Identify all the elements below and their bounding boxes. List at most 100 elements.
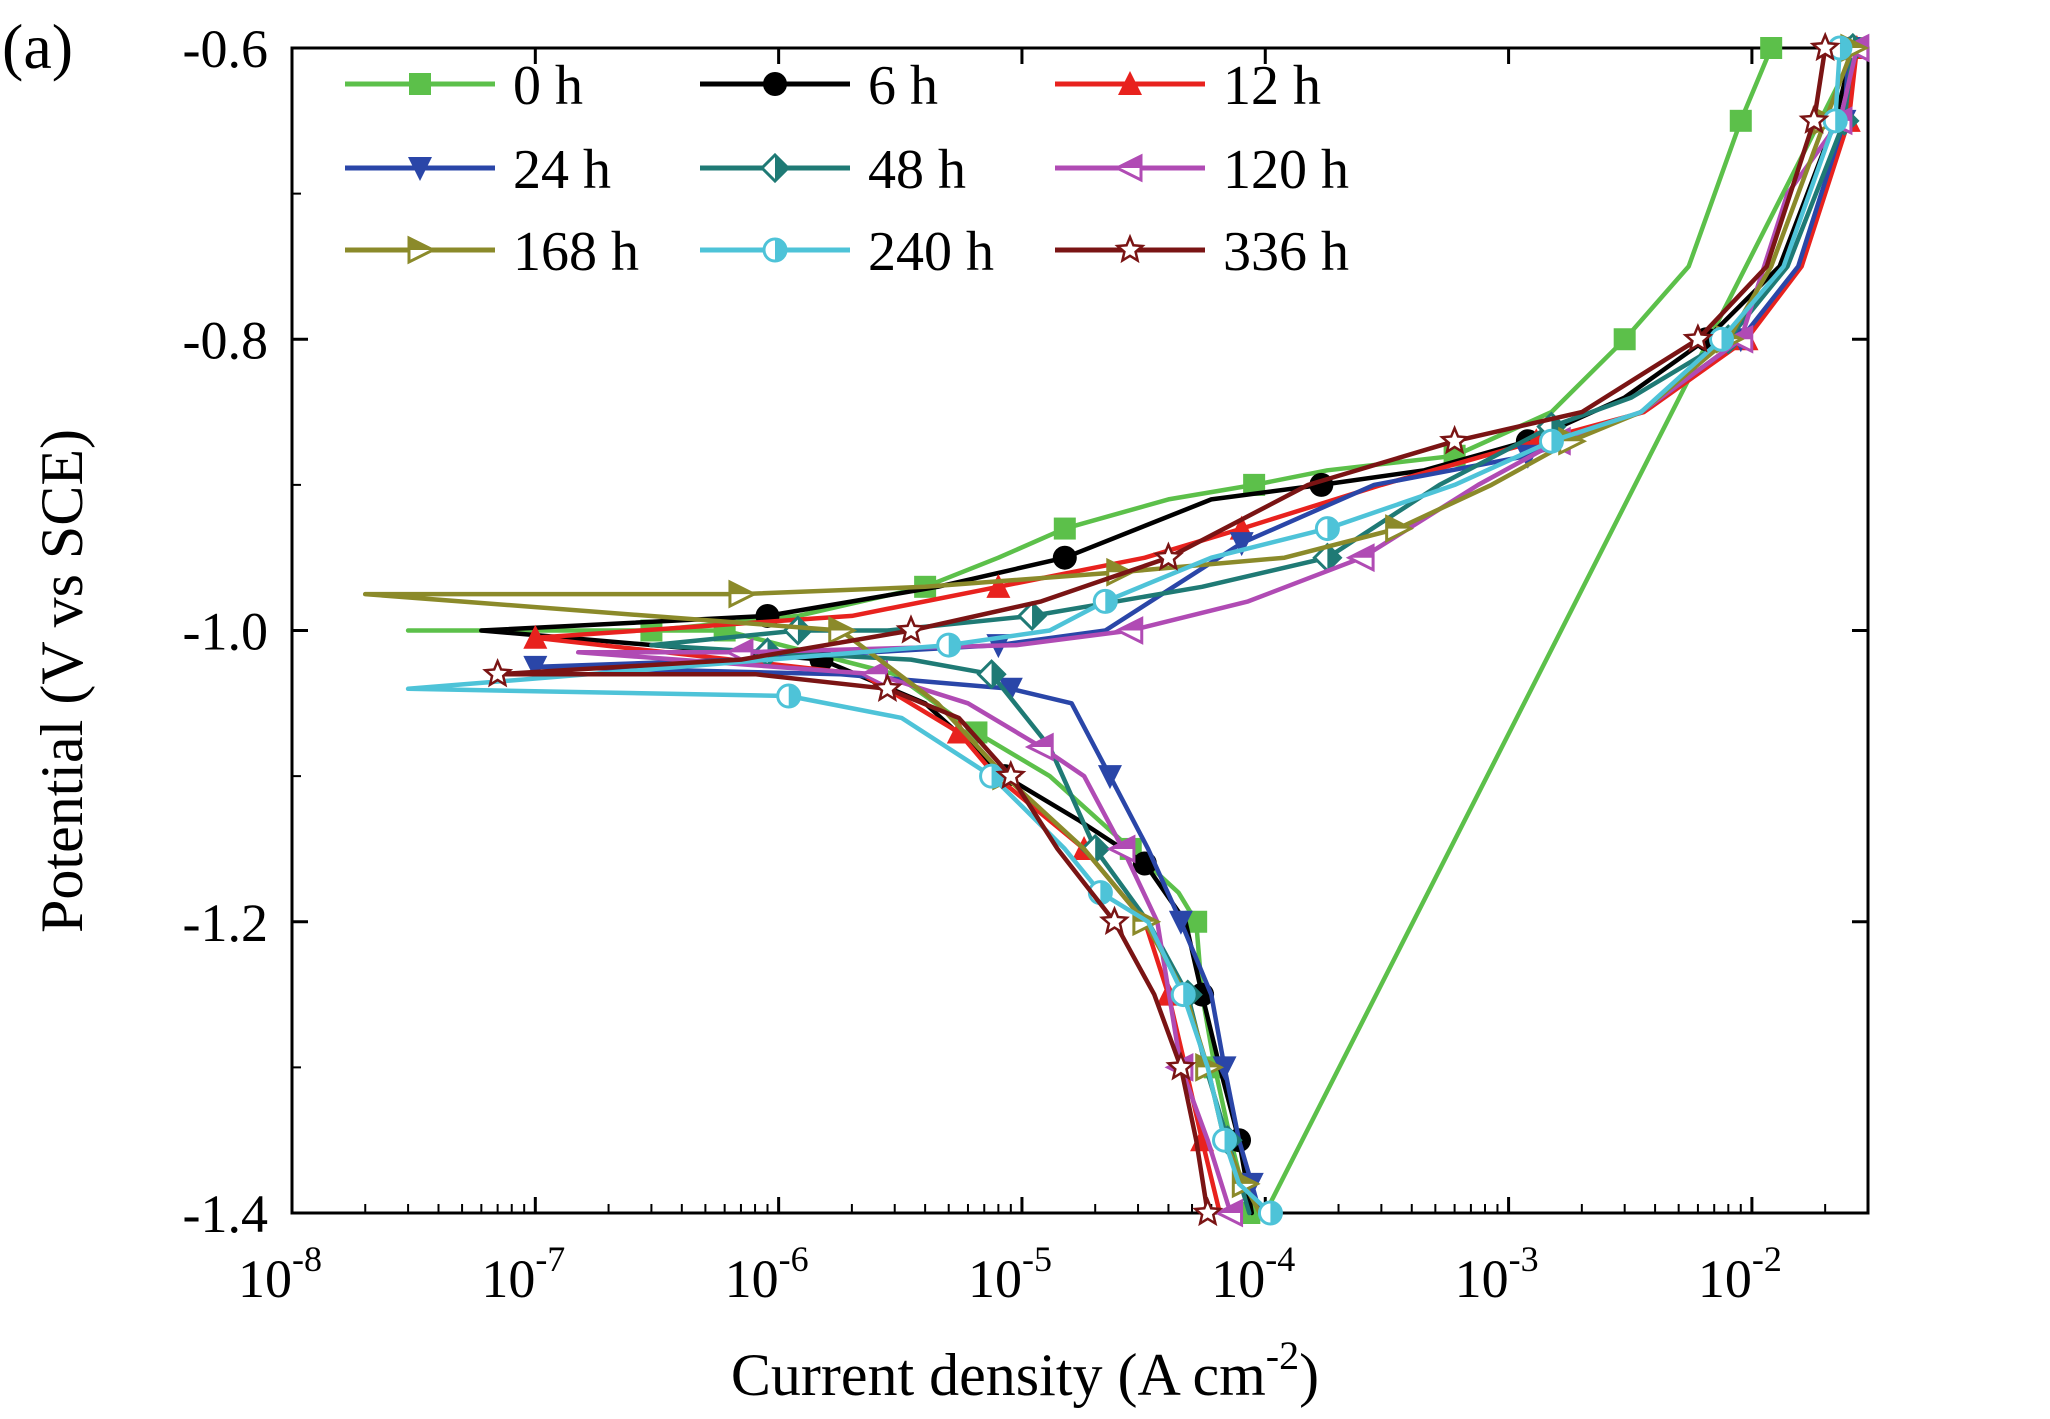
marker-fill (1835, 109, 1847, 132)
marker-fill (1109, 836, 1134, 849)
legend: 0 h 6 h 12 h 24 h 48 h 120 h 168 h 240 h 336 h (345, 55, 1349, 283)
marker-fill (1117, 156, 1141, 168)
data-point-marker (976, 659, 1007, 690)
x-tick-label: 10-7 (481, 1239, 565, 1309)
data-point-marker (776, 683, 802, 709)
marker-fill (1224, 1129, 1236, 1152)
data-point-marker (859, 659, 888, 689)
series-group (362, 31, 1870, 1228)
y-tick-label: -1.0 (183, 602, 268, 662)
data-point-marker (762, 237, 788, 263)
data-point-marker (1152, 541, 1184, 571)
y-axis-title: Potential (V vs SCE) (29, 429, 95, 933)
x-tick-label-base: 10 (1455, 1249, 1509, 1309)
data-point-marker (1243, 473, 1266, 496)
data-point-marker (1168, 910, 1193, 935)
legend-label: 336 h (1223, 221, 1349, 283)
data-point-marker (1024, 732, 1054, 762)
data-point-marker (1192, 1196, 1224, 1227)
x-axis-title-sup: -2 (1266, 1333, 1299, 1378)
x-tick-label-base: 10 (238, 1249, 292, 1309)
data-point-marker (946, 719, 971, 744)
x-axis-title-text: Current density (A cm (731, 1342, 1266, 1408)
data-point-marker (828, 616, 858, 645)
series-336-h (482, 31, 1841, 1227)
data-point-marker (998, 677, 1023, 702)
marker-fill (788, 685, 800, 708)
data-point-marker (1099, 905, 1130, 935)
legend-item: 168 h (345, 221, 639, 283)
x-axis: 10-8 10-7 10-6 10-5 10-4 10-3 10-2 (238, 48, 1827, 1309)
legend-label: 24 h (513, 139, 611, 201)
data-point-marker (1314, 516, 1340, 542)
data-point-marker (1052, 545, 1077, 570)
marker-fill (991, 765, 1003, 788)
legend-item: 6 h (700, 55, 938, 117)
marker-fill (862, 662, 887, 675)
x-tick-label-exp: -8 (292, 1239, 322, 1279)
x-tick-label: 10-6 (725, 1239, 809, 1309)
marker-fill (727, 640, 752, 653)
data-point-marker (1345, 543, 1375, 573)
data-point-marker (1114, 233, 1146, 264)
marker-fill (1100, 881, 1112, 904)
x-tick-label-exp: -2 (1752, 1239, 1782, 1279)
data-point-marker (1053, 517, 1076, 540)
marker-fill (1032, 602, 1046, 629)
marker-fill (948, 634, 960, 657)
legend-item: 0 h (345, 55, 583, 117)
data-point-marker (759, 152, 791, 184)
data-point-marker (409, 73, 431, 95)
data-point-marker (1185, 910, 1208, 933)
data-point-marker (986, 573, 1011, 598)
marker-fill (797, 617, 811, 644)
x-tick-label-exp: -3 (1509, 1239, 1539, 1279)
series-line (405, 45, 1860, 1216)
series-240-h (405, 35, 1853, 1226)
marker-fill (1105, 590, 1117, 613)
marker-fill (1095, 835, 1109, 862)
marker-fill (775, 155, 788, 181)
legend-label: 0 h (513, 55, 583, 117)
data-point-marker (1760, 37, 1783, 59)
marker-fill (829, 618, 854, 631)
marker-fill (1107, 560, 1132, 573)
x-tick-label-base: 10 (1698, 1249, 1752, 1309)
data-point-marker (728, 579, 758, 609)
data-point-marker (1439, 424, 1471, 455)
x-tick-label-base: 10 (725, 1249, 779, 1309)
x-tick-label-base: 10 (968, 1249, 1022, 1309)
marker-fill (1386, 516, 1411, 529)
data-point-marker (1729, 109, 1752, 132)
data-point-marker (1257, 1200, 1283, 1226)
marker-fill (1839, 37, 1851, 59)
legend-label: 6 h (868, 55, 938, 117)
series-120-h (575, 33, 1870, 1228)
y-tick-label: -0.8 (183, 310, 268, 370)
data-point-marker (1118, 71, 1142, 95)
data-point-marker (1106, 834, 1136, 864)
marker-fill (1721, 328, 1733, 351)
y-tick-label: -0.6 (183, 19, 268, 79)
series-6-h (479, 36, 1865, 1216)
x-tick-label-base: 10 (481, 1249, 535, 1309)
data-point-marker (763, 72, 787, 96)
y-tick-label: -1.2 (183, 893, 268, 953)
data-point-marker (482, 657, 514, 688)
data-point-marker (1682, 323, 1714, 353)
x-tick-label: 10-2 (1698, 1239, 1782, 1309)
data-point-marker (1613, 328, 1636, 351)
x-axis-title-close: ) (1299, 1342, 1319, 1408)
marker-fill (775, 239, 786, 261)
legend-label: 12 h (1223, 55, 1321, 117)
data-point-marker (995, 759, 1027, 790)
data-point-marker (523, 655, 548, 680)
legend-item: 120 h (1055, 139, 1349, 201)
data-point-marker (1385, 514, 1415, 543)
marker-fill (1551, 430, 1563, 453)
data-point-marker (1212, 1056, 1237, 1081)
marker-fill (1327, 517, 1339, 540)
marker-fill (991, 661, 1005, 688)
data-point-marker (407, 235, 437, 265)
